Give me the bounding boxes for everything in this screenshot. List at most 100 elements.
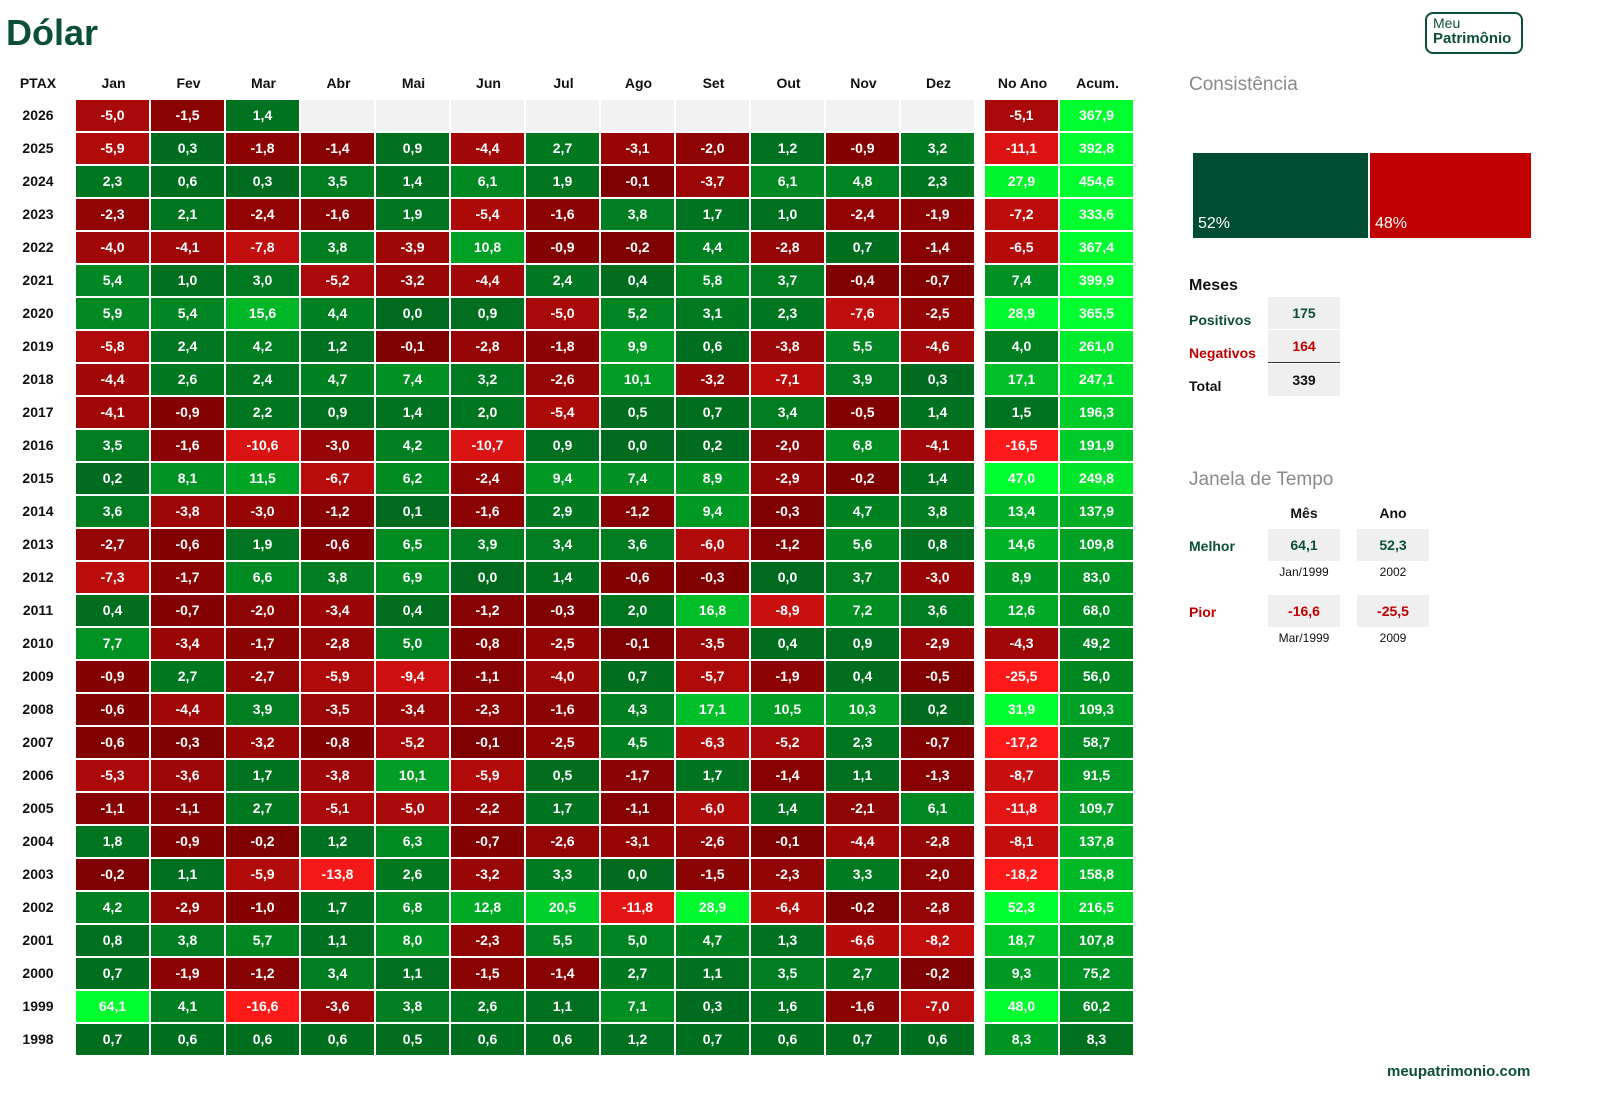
heatmap-cell: 10,8: [451, 232, 526, 265]
heatmap-cell: -6,0: [676, 793, 751, 826]
heatmap-cell: 10,3: [826, 694, 901, 727]
heatmap-cell: 1,6: [751, 991, 826, 1024]
heatmap-cell: 3,5: [76, 430, 151, 463]
acum-cell: 367,9: [1060, 100, 1135, 133]
no-ano-cell: 48,0: [985, 991, 1060, 1024]
heatmap-cell: -1,1: [601, 793, 676, 826]
heatmap-cell: -2,7: [76, 529, 151, 562]
row-year-label: 2012: [22, 569, 54, 585]
heatmap-cell: 6,1: [751, 166, 826, 199]
heatmap-cell: -0,6: [151, 529, 226, 562]
acum-cell: 247,1: [1060, 364, 1135, 397]
header-month: Nov: [850, 75, 877, 91]
heatmap-cell: -1,2: [601, 496, 676, 529]
row-year-label: 2011: [22, 602, 54, 618]
heatmap-cell: -6,3: [676, 727, 751, 760]
header-ptax: PTAX: [19, 75, 57, 91]
header-month: Dez: [926, 75, 951, 91]
heatmap-cell: 0,6: [751, 1024, 826, 1057]
heatmap-cell: -2,6: [526, 364, 601, 397]
heatmap-cell: -5,9: [76, 133, 151, 166]
heatmap-cell: 3,4: [526, 529, 601, 562]
heatmap-cell: -0,3: [526, 595, 601, 628]
heatmap-cell: 3,8: [301, 562, 376, 595]
pior-mes-value: -16,6: [1268, 595, 1340, 627]
heatmap-cell: -1,6: [826, 991, 901, 1024]
heatmap-cell: 4,4: [676, 232, 751, 265]
pior-label: Pior: [1189, 604, 1217, 620]
acum-cell: 191,9: [1060, 430, 1135, 463]
heatmap-cell: 2,7: [601, 958, 676, 991]
heatmap-cell: 0,9: [376, 133, 451, 166]
heatmap-cell: 1,4: [901, 463, 976, 496]
header-month: Abr: [326, 75, 351, 91]
heatmap-cell: 0,8: [76, 925, 151, 958]
no-ano-cell: 28,9: [985, 298, 1060, 331]
heatmap-cell: -4,4: [451, 265, 526, 298]
heatmap-cell: 3,3: [526, 859, 601, 892]
heatmap-cell: -0,1: [376, 331, 451, 364]
heatmap-cell: 3,8: [151, 925, 226, 958]
heatmap-cell: 64,1: [76, 991, 151, 1024]
heatmap-cell: 0,6: [301, 1024, 376, 1057]
heatmap-cell: 0,6: [676, 331, 751, 364]
heatmap-cell: 1,0: [151, 265, 226, 298]
heatmap-cell: 7,2: [826, 595, 901, 628]
heatmap-cell: 1,7: [526, 793, 601, 826]
acum-cell: 56,0: [1060, 661, 1135, 694]
heatmap-cell: 0,7: [676, 397, 751, 430]
heatmap-cell: -2,5: [901, 298, 976, 331]
heatmap-cell: -10,6: [226, 430, 301, 463]
header-month: Mar: [251, 75, 276, 91]
heatmap-cell: 1,2: [301, 331, 376, 364]
heatmap-cell: 7,1: [601, 991, 676, 1024]
heatmap-cell: [301, 100, 376, 133]
pior-mes-date: Mar/1999: [1278, 631, 1330, 645]
heatmap-cell: -1,6: [151, 430, 226, 463]
heatmap-cell: 0,6: [451, 1024, 526, 1057]
heatmap-cell: -2,0: [901, 859, 976, 892]
heatmap-cell: -2,0: [676, 133, 751, 166]
heatmap-cell: -11,8: [601, 892, 676, 925]
heatmap-cell: 1,4: [376, 166, 451, 199]
heatmap-cell: 5,7: [226, 925, 301, 958]
no-ano-cell: 27,9: [985, 166, 1060, 199]
row-year-label: 2003: [22, 866, 54, 882]
acum-cell: 333,6: [1060, 199, 1135, 232]
acum-cell: 109,3: [1060, 694, 1135, 727]
row-year-label: 2013: [22, 536, 54, 552]
heatmap-cell: -3,4: [151, 628, 226, 661]
heatmap-cell: 12,8: [451, 892, 526, 925]
heatmap-cell: -0,5: [826, 397, 901, 430]
heatmap-cell: -0,9: [526, 232, 601, 265]
heatmap-cell: 0,8: [901, 529, 976, 562]
no-ano-cell: 47,0: [985, 463, 1060, 496]
heatmap-cell: 1,4: [226, 100, 301, 133]
no-ano-cell: -4,3: [985, 628, 1060, 661]
heatmap-cell: 0,0: [601, 859, 676, 892]
heatmap-cell: -2,0: [226, 595, 301, 628]
heatmap-cell: 1,1: [301, 925, 376, 958]
heatmap-cell: -1,0: [226, 892, 301, 925]
heatmap-cell: 0,9: [301, 397, 376, 430]
heatmap-cell: 5,5: [826, 331, 901, 364]
heatmap-cell: 5,8: [676, 265, 751, 298]
heatmap-cell: -0,2: [901, 958, 976, 991]
heatmap-cell: 10,1: [376, 760, 451, 793]
heatmap-cell: -6,7: [301, 463, 376, 496]
heatmap-cell: 1,4: [901, 397, 976, 430]
heatmap-cell: 0,4: [826, 661, 901, 694]
heatmap-cell: 0,6: [901, 1024, 976, 1057]
heatmap-cell: -0,6: [301, 529, 376, 562]
heatmap-cell: 3,1: [676, 298, 751, 331]
heatmap-cell: 8,0: [376, 925, 451, 958]
heatmap-cell: -1,1: [151, 793, 226, 826]
header-month: Fev: [176, 75, 201, 91]
no-ano-cell: -8,1: [985, 826, 1060, 859]
heatmap-cell: -2,0: [751, 430, 826, 463]
row-year-label: 2005: [22, 800, 54, 816]
heatmap-cell: 0,4: [601, 265, 676, 298]
heatmap-cell: -5,2: [376, 727, 451, 760]
header-month: Ago: [624, 75, 653, 91]
heatmap-cell: 3,6: [76, 496, 151, 529]
